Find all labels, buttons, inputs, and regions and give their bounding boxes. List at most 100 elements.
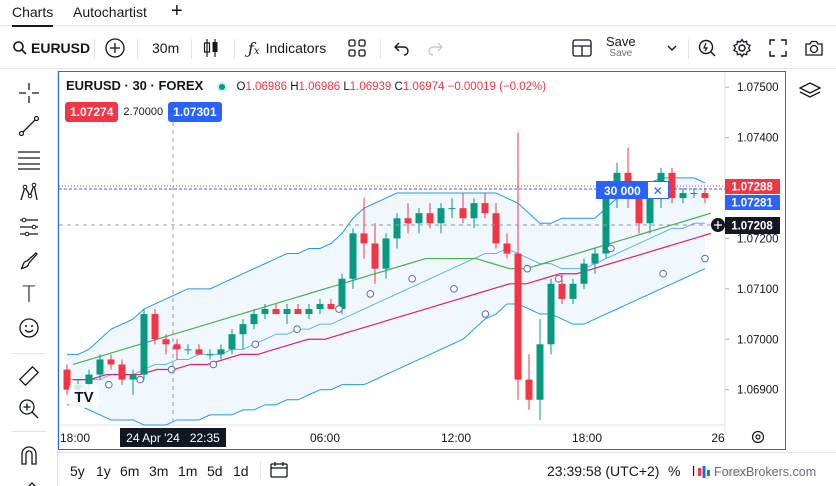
position-quantity[interactable]: 30 000 [597, 182, 648, 198]
bollinger-middle-line [67, 222, 705, 381]
camera-icon [805, 40, 823, 56]
tab-autochartist[interactable]: Autochartist [73, 4, 147, 20]
candle-body [261, 309, 269, 315]
candle-body [129, 374, 137, 380]
symbol-search-button[interactable]: EURUSD [12, 27, 90, 69]
candle-body [96, 359, 104, 375]
toolbar-divider [688, 39, 689, 59]
crosshair-icon [19, 83, 39, 103]
lock-tool[interactable] [14, 472, 44, 486]
candle-body [239, 324, 247, 335]
low-label: L [343, 81, 350, 93]
sar-dot [293, 325, 301, 333]
templates-button[interactable] [348, 27, 366, 69]
save-menu-button[interactable] [666, 27, 678, 69]
range-1d[interactable]: 1d [233, 463, 249, 479]
candle-body [195, 349, 203, 355]
brush-tool[interactable] [14, 246, 44, 276]
redo-button[interactable] [427, 27, 445, 69]
parabolic-sar [78, 244, 709, 394]
chart-type-button[interactable] [202, 27, 220, 69]
candle-body [327, 303, 335, 310]
trendline-tool[interactable] [14, 111, 44, 141]
open-value: 1.06986 [245, 81, 288, 93]
legend-title[interactable]: EURUSD · 30 · FOREX [66, 78, 204, 93]
toolbar-divider [380, 39, 381, 59]
range-6m[interactable]: 6m [120, 463, 140, 479]
candle-body [85, 374, 93, 385]
tab-bar: Charts Autochartist + [0, 0, 836, 27]
drawing-toolbar: T [0, 70, 58, 486]
tradingview-logo: TV [69, 384, 99, 408]
range-3m[interactable]: 3m [149, 463, 169, 479]
sar-dot [136, 375, 145, 384]
candle-body [503, 243, 511, 254]
sell-button[interactable]: 1.07274 [65, 102, 119, 122]
close-position-icon[interactable]: ✕ [652, 184, 663, 198]
range-1m[interactable]: 1m [178, 463, 198, 479]
fib-tool[interactable] [14, 145, 44, 175]
sar-dot [659, 269, 667, 278]
low-value: 1.06939 [349, 81, 392, 93]
quick-search-button[interactable] [697, 27, 717, 69]
screenshot-button[interactable] [804, 27, 824, 69]
save-button[interactable]: Save Save [606, 27, 636, 69]
settings-button[interactable] [732, 27, 752, 69]
brush-icon [20, 252, 38, 270]
magnet-tool[interactable] [14, 440, 44, 470]
candle-body [525, 379, 533, 400]
object-tree-button[interactable] [798, 81, 822, 108]
high-value: 1.06986 [298, 81, 341, 93]
pattern-tool[interactable] [14, 178, 44, 208]
candle-body [173, 344, 181, 350]
range-5y[interactable]: 5y [70, 463, 85, 479]
candle-body [283, 309, 291, 315]
gear-icon[interactable] [751, 430, 765, 444]
market-status-dot [216, 81, 227, 92]
sar-dot [523, 264, 531, 273]
range-5d[interactable]: 5d [207, 463, 223, 479]
tab-charts[interactable]: Charts [12, 4, 54, 27]
timezone-clock[interactable]: 23:39:58 (UTC+2) [547, 463, 660, 479]
candle-body [63, 369, 71, 390]
save-sublabel: Save [609, 48, 633, 59]
sar-dot [450, 285, 458, 293]
undo-icon [394, 42, 409, 56]
gear-icon [733, 38, 751, 58]
undo-button[interactable] [392, 27, 410, 69]
price-axis[interactable]: 1.07500 1.07400 1.07200 1.07100 1.07000 1.069… [725, 82, 779, 397]
buy-button[interactable]: 1.07301 [168, 102, 222, 122]
candle-body [118, 364, 126, 380]
layout-button[interactable] [572, 27, 592, 69]
fullscreen-button[interactable] [769, 27, 787, 69]
layers-icon [798, 82, 822, 98]
go-to-date-button[interactable] [269, 461, 289, 482]
chart-pane[interactable]: 1.07500 1.07400 1.07200 1.07100 1.07000 1.069… [58, 71, 786, 450]
zoom-tool[interactable] [14, 394, 44, 424]
candle-body [107, 359, 115, 365]
compare-symbol-button[interactable] [104, 27, 126, 69]
candle-body [547, 283, 555, 345]
sar-dot [408, 274, 416, 283]
candle-body [360, 233, 368, 244]
close-value: 1.06974 [402, 81, 445, 93]
emoji-tool[interactable] [14, 313, 44, 343]
candle-body [437, 208, 445, 224]
text-tool[interactable]: T [14, 280, 44, 310]
range-1y[interactable]: 1y [96, 463, 111, 479]
position-tag[interactable]: 30 000 ✕ [596, 181, 669, 199]
text-icon: T [22, 282, 36, 308]
percent-toggle[interactable]: % [668, 463, 681, 479]
ruler-tool[interactable] [14, 361, 44, 391]
crosshair-tool[interactable] [14, 78, 44, 108]
price-chart[interactable]: 1.07500 1.07400 1.07200 1.07100 1.07000 1.069… [59, 72, 784, 448]
candle-body [382, 238, 390, 269]
quick-search-icon [698, 39, 716, 57]
indicators-button[interactable]: ƒx Indicators [248, 27, 326, 69]
add-tab-button[interactable]: + [171, 0, 183, 22]
interval-button[interactable]: 30m [152, 40, 180, 56]
forecast-tool[interactable] [14, 212, 44, 242]
candle-body [536, 344, 544, 400]
candle-body [602, 193, 610, 254]
candle-body [184, 349, 192, 351]
